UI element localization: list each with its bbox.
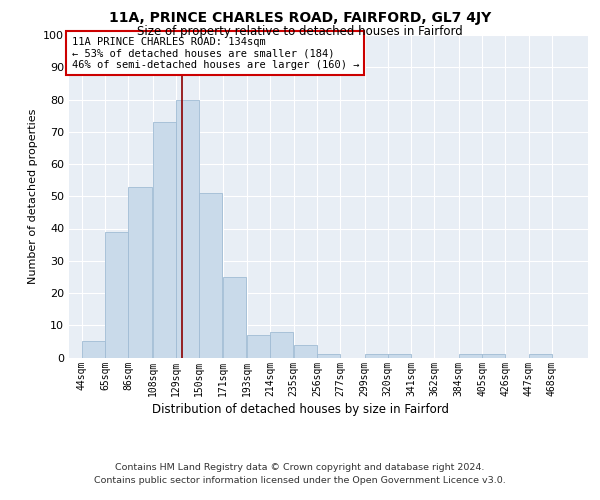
Bar: [128, 186, 152, 358]
Text: Size of property relative to detached houses in Fairford: Size of property relative to detached ho…: [137, 25, 463, 38]
Bar: [82, 342, 105, 357]
Text: Contains HM Land Registry data © Crown copyright and database right 2024.: Contains HM Land Registry data © Crown c…: [115, 462, 485, 471]
Bar: [153, 122, 176, 358]
Bar: [247, 335, 270, 357]
Bar: [388, 354, 411, 358]
Bar: [223, 277, 246, 357]
Bar: [482, 354, 505, 358]
Y-axis label: Number of detached properties: Number of detached properties: [28, 108, 38, 284]
Bar: [105, 232, 128, 358]
Bar: [293, 344, 317, 358]
Text: Contains public sector information licensed under the Open Government Licence v3: Contains public sector information licen…: [94, 476, 506, 485]
Bar: [199, 193, 223, 358]
Bar: [271, 332, 293, 357]
Bar: [529, 354, 552, 358]
Bar: [365, 354, 388, 358]
Bar: [176, 100, 199, 358]
Text: Distribution of detached houses by size in Fairford: Distribution of detached houses by size …: [151, 402, 449, 415]
Bar: [317, 354, 340, 358]
Text: 11A PRINCE CHARLES ROAD: 134sqm
← 53% of detached houses are smaller (184)
46% o: 11A PRINCE CHARLES ROAD: 134sqm ← 53% of…: [71, 36, 359, 70]
Bar: [459, 354, 482, 358]
Text: 11A, PRINCE CHARLES ROAD, FAIRFORD, GL7 4JY: 11A, PRINCE CHARLES ROAD, FAIRFORD, GL7 …: [109, 11, 491, 25]
